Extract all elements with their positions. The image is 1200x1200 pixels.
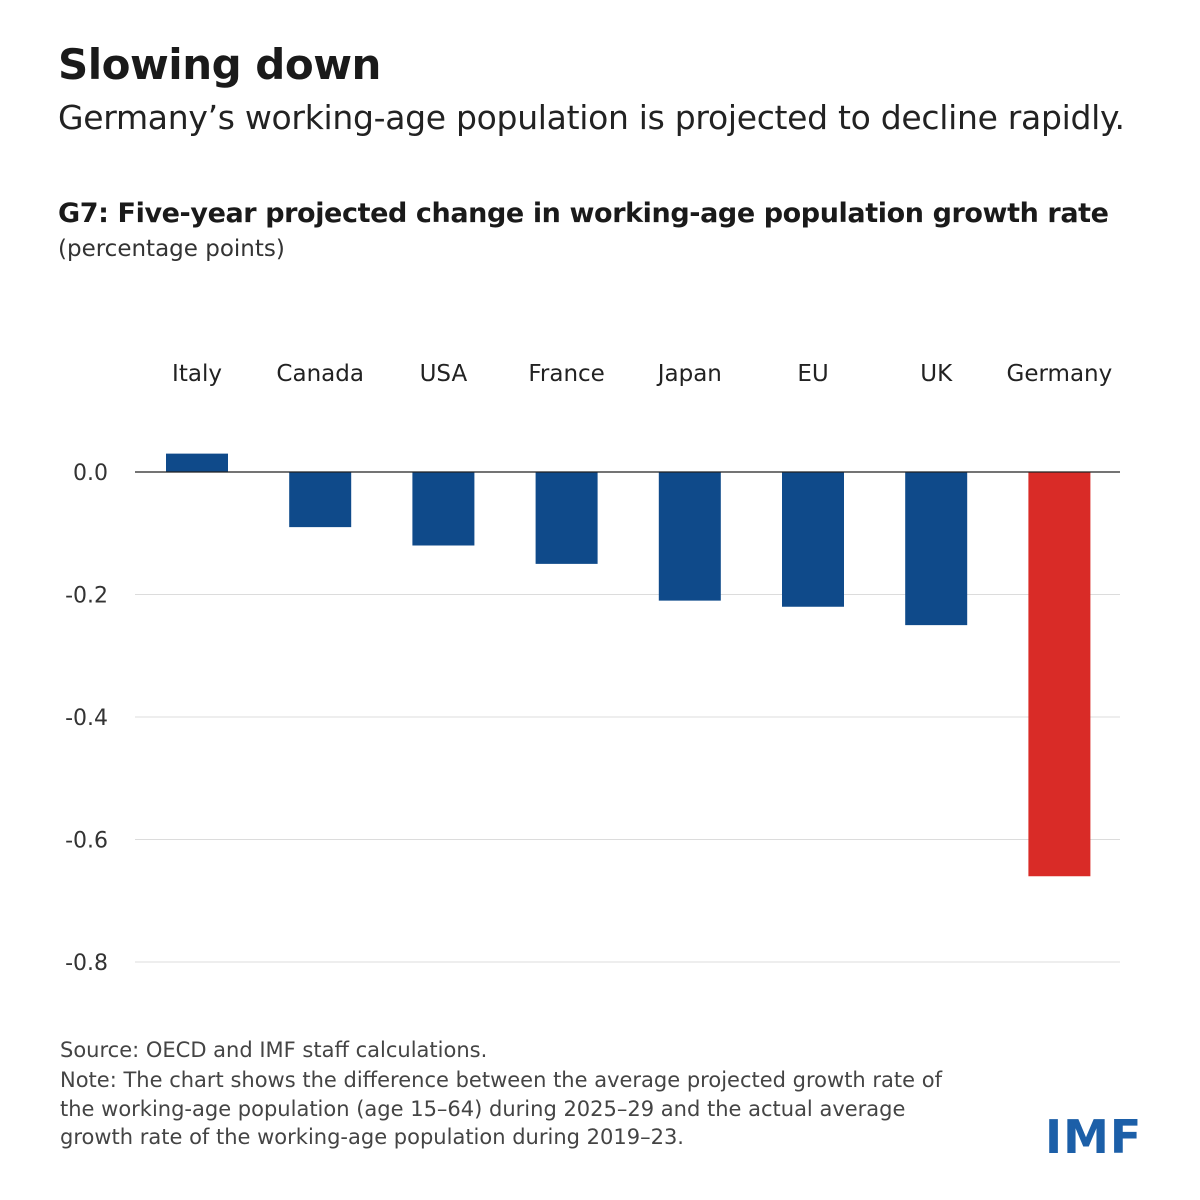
chart-unit: (percentage points) xyxy=(58,236,285,262)
category-label: EU xyxy=(797,361,828,387)
imf-logo: IMF xyxy=(1045,1110,1143,1164)
page-title: Slowing down xyxy=(58,40,381,89)
category-label: Canada xyxy=(276,361,364,387)
y-tick-label: -0.2 xyxy=(65,584,108,609)
note-line: growth rate of the working-age populatio… xyxy=(60,1125,684,1149)
y-tick-label: -0.4 xyxy=(65,706,108,731)
category-label: Japan xyxy=(656,361,722,387)
bar-usa xyxy=(412,472,475,546)
source-note: Source: OECD and IMF staff calculations. xyxy=(60,1038,488,1062)
category-label: Italy xyxy=(172,361,222,387)
y-tick-label: -0.6 xyxy=(65,829,108,854)
bar-italy xyxy=(166,453,228,472)
y-tick-label: 0.0 xyxy=(73,461,108,486)
bar-japan xyxy=(658,472,721,601)
note-line: Note: The chart shows the difference bet… xyxy=(60,1068,942,1092)
bar-uk xyxy=(905,472,968,626)
category-label: USA xyxy=(420,361,468,387)
category-label: UK xyxy=(920,361,953,387)
bar-eu xyxy=(782,472,844,607)
y-tick-label: -0.8 xyxy=(65,951,108,976)
chart-title: G7: Five-year projected change in workin… xyxy=(58,198,1109,229)
category-label: Germany xyxy=(1007,361,1113,387)
bar-canada xyxy=(289,472,352,528)
category-label: France xyxy=(528,361,604,387)
bar-germany xyxy=(1028,472,1091,877)
bar-france xyxy=(535,472,598,564)
page-subtitle: Germany’s working-age population is proj… xyxy=(58,98,1125,137)
note-line: the working-age population (age 15–64) d… xyxy=(60,1097,906,1121)
